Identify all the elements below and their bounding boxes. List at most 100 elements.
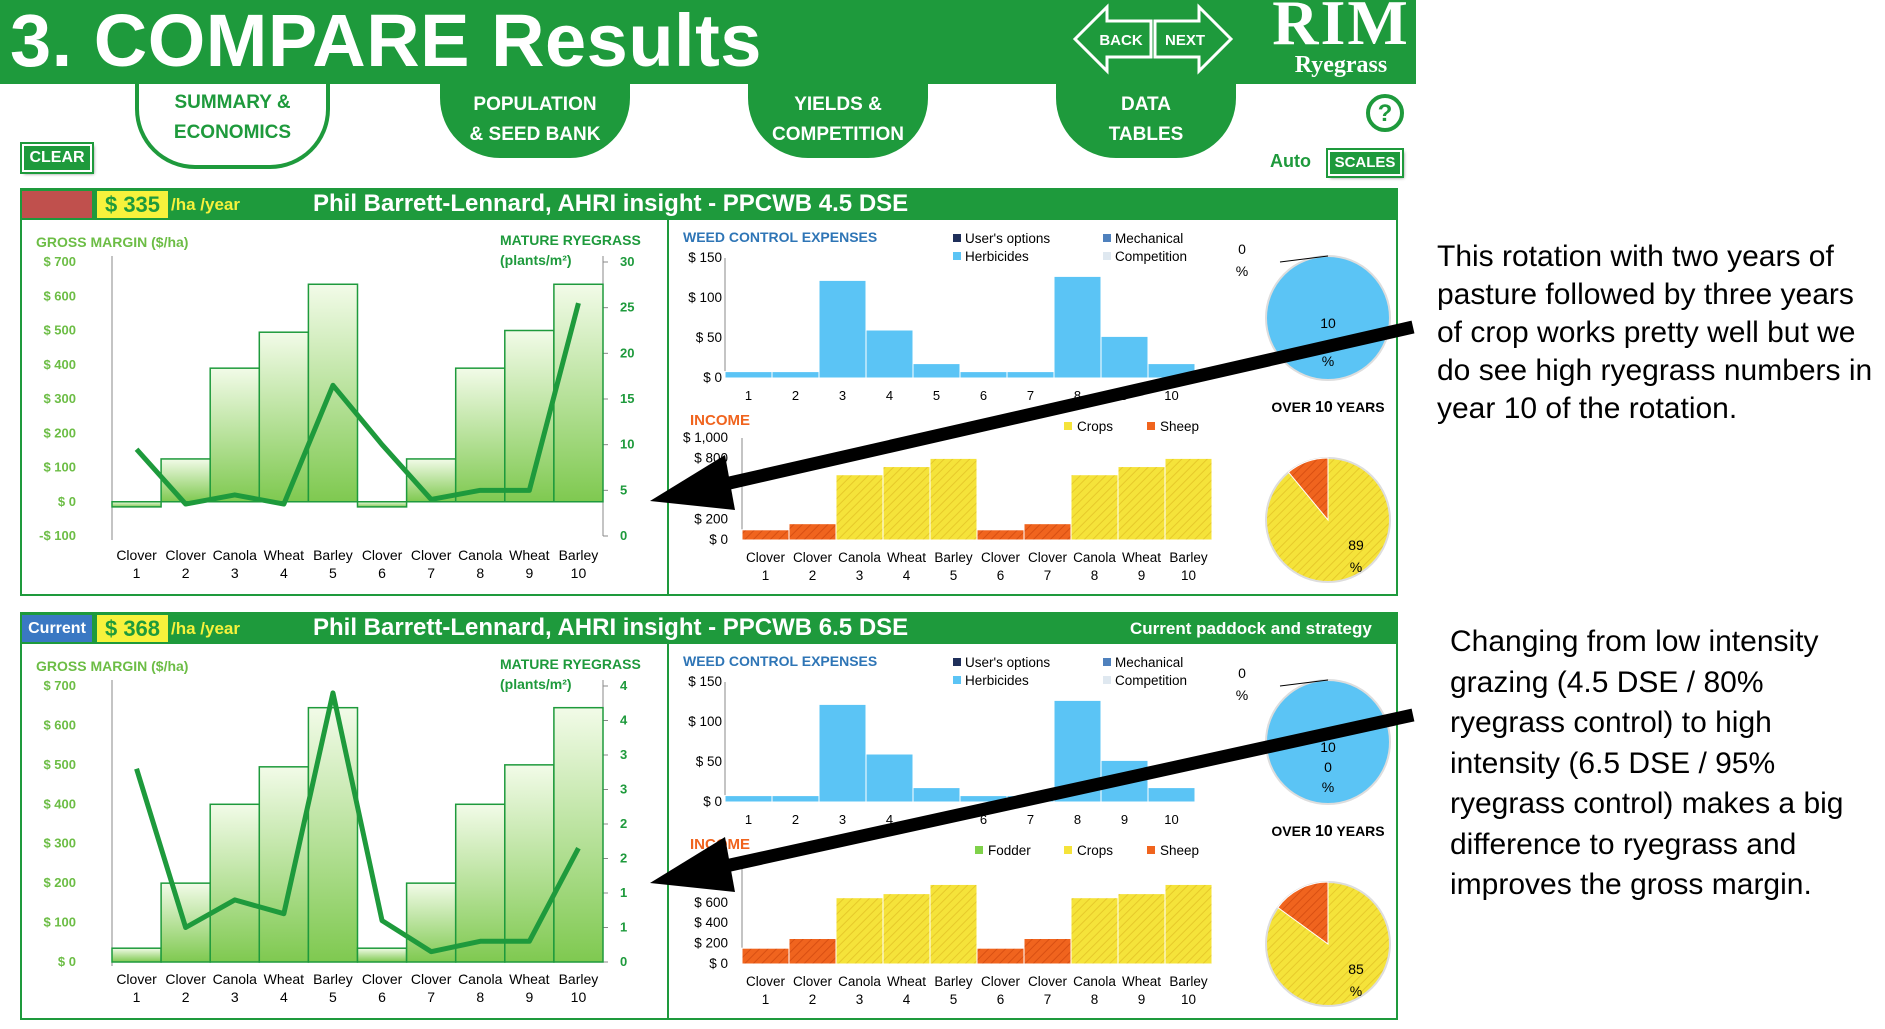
nav-arrows: BACK NEXT — [1073, 3, 1233, 75]
weed-legend-swatch — [1103, 658, 1111, 666]
income-x-tick-year: 2 — [809, 568, 817, 583]
clear-button[interactable]: CLEAR — [20, 142, 94, 174]
weed-pie-label: % — [1322, 353, 1334, 369]
weed-x-tick: 2 — [792, 812, 799, 827]
gm-axis-tick: $ 100 — [43, 915, 76, 930]
gm-axis-tick: $ 300 — [43, 391, 76, 406]
logo-rim: RIM — [1272, 0, 1410, 58]
help-button[interactable]: ? — [1366, 94, 1404, 132]
gm-axis-tick: $ 700 — [43, 254, 76, 269]
tab-summary-economics[interactable]: SUMMARY & ECONOMICS — [135, 84, 330, 169]
x-tick-crop: Canola — [213, 971, 258, 987]
next-label: NEXT — [1165, 32, 1205, 49]
x-tick-year: 10 — [571, 565, 587, 581]
tab-data-tables[interactable]: DATA TABLES — [1056, 84, 1236, 158]
gross-margin-bar — [209, 367, 261, 503]
x-tick-crop: Barley — [313, 547, 353, 563]
weed-herbicide-bar — [1100, 335, 1149, 379]
gross-margin-bar — [454, 803, 506, 963]
income-x-tick-year: 3 — [856, 992, 864, 1007]
mature-ryegrass-title: MATURE RYEGRASS — [500, 656, 641, 672]
weed-axis-tick: $ 50 — [696, 330, 722, 345]
tab-line: COMPETITION — [772, 124, 904, 145]
income-x-tick-year: 1 — [762, 992, 770, 1007]
gross-margin-bar — [160, 458, 211, 503]
x-tick-crop: Wheat — [509, 547, 550, 563]
weed-pie-label: 0 — [1238, 241, 1246, 257]
income-x-tick-crop: Canola — [838, 974, 881, 989]
income-axis-tick: $ 0 — [709, 956, 728, 971]
weed-herbicide-bar — [818, 279, 867, 379]
tab-line: YIELDS & — [794, 94, 882, 115]
over-years-label: OVER 10 YEARS — [1271, 823, 1384, 840]
income-x-tick-crop: Wheat — [887, 974, 926, 989]
x-tick-crop: Barley — [559, 971, 599, 987]
panel-header-2 — [20, 612, 1398, 644]
scenario-swatch — [22, 191, 92, 218]
weed-pie-label: % — [1236, 687, 1248, 703]
x-tick-crop: Barley — [313, 971, 353, 987]
income-crops-bar — [929, 883, 978, 965]
weed-legend-swatch — [953, 658, 961, 666]
weed-x-tick: 10 — [1164, 388, 1178, 403]
x-tick-crop: Clover — [411, 547, 452, 563]
next-button[interactable]: NEXT — [1153, 3, 1233, 75]
tab-line: ECONOMICS — [173, 122, 292, 143]
gm-axis-tick: $ 200 — [43, 425, 76, 440]
income-pie-sheep-slice — [1287, 457, 1329, 522]
gross-margin-bar — [553, 283, 604, 503]
scenario-title-1: Phil Barrett-Lennard, AHRI insight - PPC… — [313, 190, 909, 217]
tab-population-seed-bank[interactable]: POPULATION & SEED BANK — [440, 84, 630, 158]
ryegrass-axis-tick: 4 — [620, 713, 628, 728]
gm-axis-tick: $ 200 — [43, 875, 76, 890]
weed-legend-swatch — [953, 234, 961, 242]
x-tick-year: 6 — [378, 989, 386, 1005]
x-tick-year: 9 — [525, 989, 533, 1005]
income-pie-label: % — [1350, 559, 1362, 575]
weed-pie-label: 10 — [1320, 315, 1336, 331]
gross-margin-bar — [504, 764, 555, 963]
income-sheep-bar — [1023, 938, 1072, 965]
ryegrass-axis-tick: 4 — [620, 678, 628, 693]
weed-herbicide-bar — [865, 753, 914, 803]
tab-line: SUMMARY & — [174, 92, 291, 113]
income-crops-bar — [835, 897, 884, 965]
page-title: 3. COMPARE Results — [10, 0, 762, 82]
income-x-tick-crop: Clover — [981, 974, 1021, 989]
income-pie-sheep-slice — [1277, 881, 1329, 945]
gm-value-1: $ 335 — [97, 191, 168, 218]
x-tick-crop: Clover — [165, 547, 206, 563]
income-x-tick-crop: Canola — [1073, 550, 1116, 565]
ryegrass-line — [134, 690, 581, 955]
mature-ryegrass-title: MATURE RYEGRASS — [500, 232, 641, 248]
weed-x-tick: 6 — [980, 812, 987, 827]
income-x-tick-year: 9 — [1138, 568, 1146, 583]
income-legend-swatch — [1147, 846, 1155, 854]
ryegrass-axis-tick: 5 — [620, 482, 627, 497]
weed-pie-label: % — [1236, 263, 1248, 279]
x-tick-crop: Clover — [116, 547, 157, 563]
weed-legend-swatch — [953, 252, 961, 260]
income-crops-bar — [882, 466, 931, 541]
scales-button[interactable]: SCALES — [1326, 148, 1404, 178]
weed-axis-tick: $ 100 — [688, 290, 722, 305]
arrow-line — [710, 708, 1415, 876]
gross-margin-bar — [258, 331, 310, 503]
annotation-top: This rotation with two years of pasture … — [1437, 240, 1873, 425]
weed-x-tick: 5 — [933, 388, 940, 403]
weed-axis-tick: $ 150 — [688, 674, 722, 689]
income-x-tick-crop: Barley — [1169, 974, 1208, 989]
scenario-title-2: Phil Barrett-Lennard, AHRI insight - PPC… — [313, 614, 909, 641]
x-tick-crop: Clover — [116, 971, 157, 987]
gross-margin-bar — [356, 501, 408, 508]
auto-label: Auto — [1270, 151, 1311, 171]
income-x-tick-crop: Barley — [1169, 550, 1208, 565]
back-button[interactable]: BACK — [1073, 3, 1153, 75]
weed-x-tick: 9 — [1121, 812, 1128, 827]
income-x-tick-year: 10 — [1181, 568, 1196, 583]
over-years-part: 10 — [1315, 823, 1333, 840]
weed-pie-label: % — [1322, 779, 1334, 795]
income-axis-tick: $ 200 — [694, 512, 728, 527]
tab-yields-competition[interactable]: YIELDS & COMPETITION — [748, 84, 928, 158]
